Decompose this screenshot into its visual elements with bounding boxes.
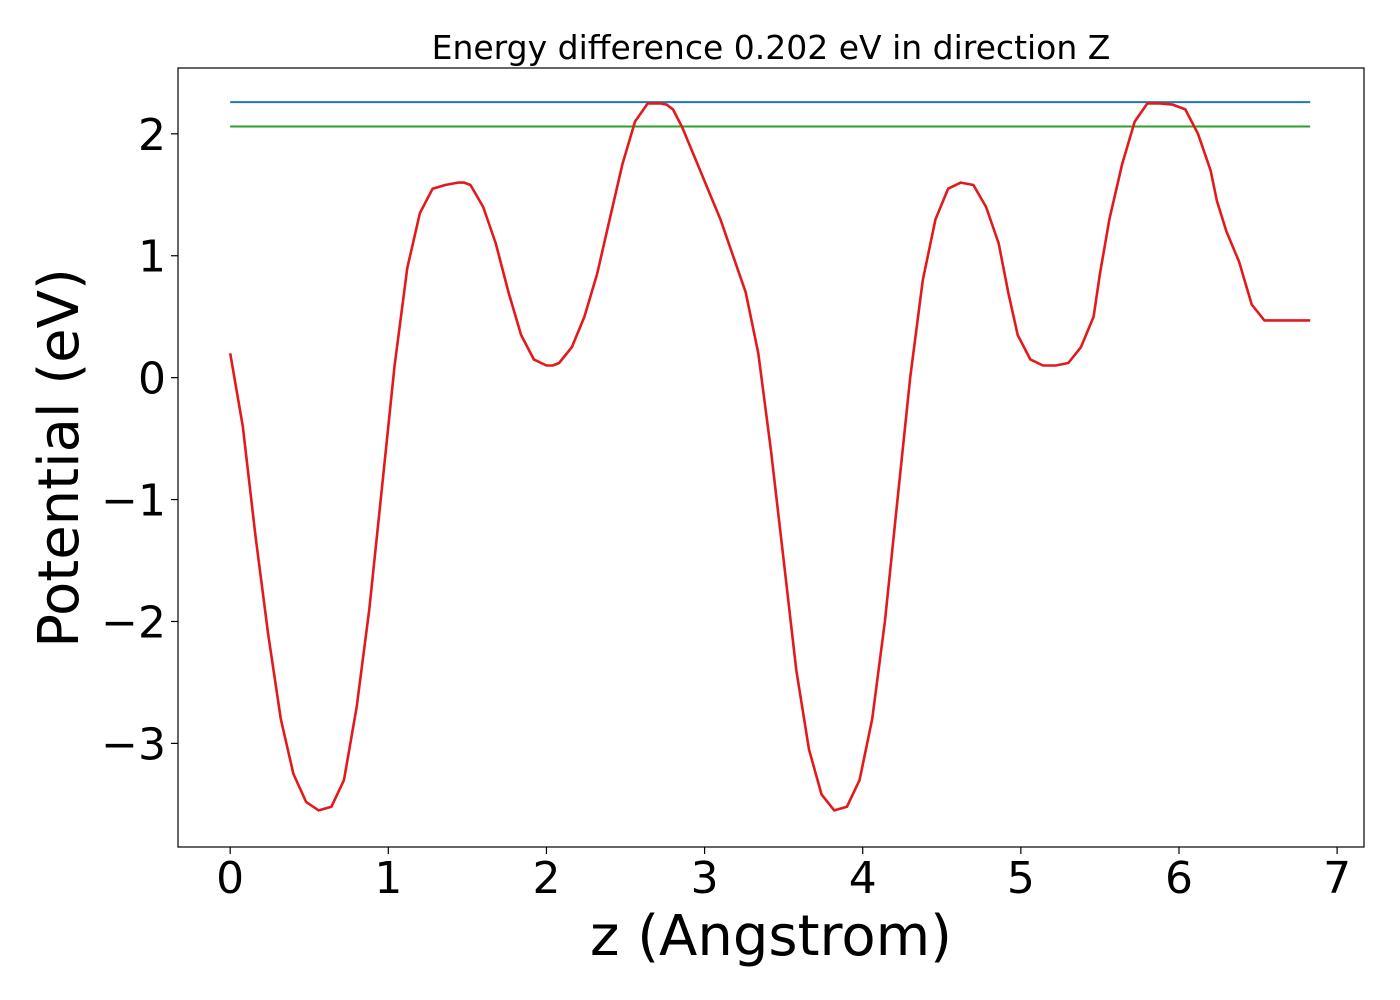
y-tick-label: −2: [101, 597, 166, 648]
x-tick-label: 0: [216, 853, 244, 904]
y-tick-label: −1: [101, 476, 166, 527]
y-tick-label: 1: [138, 232, 166, 283]
x-tick-label: 4: [849, 853, 877, 904]
x-tick-label: 6: [1165, 853, 1193, 904]
series-line-3: [228, 102, 1311, 812]
x-tick-label: 7: [1323, 853, 1351, 904]
y-tick-label: 2: [138, 110, 166, 161]
chart-title: Energy difference 0.202 eV in direction …: [432, 28, 1111, 67]
x-tick-label: 2: [532, 853, 560, 904]
y-tick-label: −3: [101, 719, 166, 770]
y-axis-label: Potential (eV): [27, 268, 92, 648]
y-tick-label: 0: [138, 354, 166, 405]
x-axis-label: z (Angstrom): [590, 904, 952, 969]
plot-area-frame: [177, 67, 1365, 848]
x-tick-label: 5: [1007, 853, 1035, 904]
x-tick-label: 1: [374, 853, 402, 904]
x-tick-label: 3: [691, 853, 719, 904]
